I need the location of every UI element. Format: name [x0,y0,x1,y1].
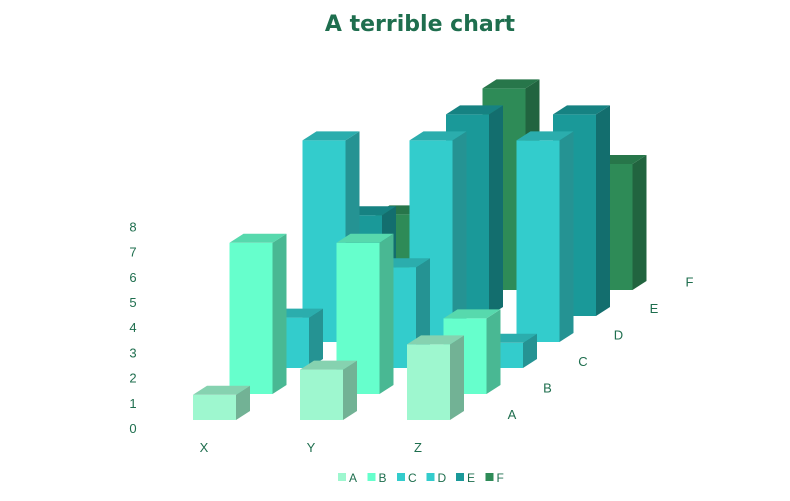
chart-title: A terrible chart [325,12,516,37]
legend-swatch [367,473,376,481]
legend-item-D: D [426,471,447,485]
legend-label: D [438,471,447,485]
legend-label: F [497,471,504,485]
depth-axis-ticks: A B C D E F [508,275,694,423]
y-tick-label: 1 [129,396,136,411]
y-tick-label: 7 [129,245,136,260]
y-tick-label: 6 [129,270,136,285]
bar-A-X [193,385,250,420]
legend-label: E [467,471,475,485]
bar-D-Z [516,131,574,342]
bars-group [193,79,647,420]
bar-A-Z [407,335,464,420]
legend-label: A [349,471,357,485]
y-tick-label: 2 [129,371,136,386]
x-tick-label: Y [307,440,316,455]
legend-item-A: A [338,471,357,485]
depth-tick-label: A [508,407,517,422]
y-tick-label: 4 [129,320,136,335]
legend-label: C [408,471,417,485]
y-axis-ticks: 0 1 2 3 4 5 6 7 8 [129,219,136,436]
legend-item-C: C [397,471,417,485]
y-tick-label: 3 [129,345,136,360]
depth-tick-label: C [578,354,587,369]
bar-B-X [229,233,287,394]
depth-tick-label: F [686,275,694,290]
legend-swatch [397,473,405,481]
y-tick-label: 5 [129,295,136,310]
bar-A-Y [300,360,357,420]
x-tick-label: Z [414,440,422,455]
legend-item-F: F [485,471,504,485]
depth-tick-label: E [650,301,659,316]
legend-swatch [485,473,494,481]
legend-item-E: E [456,471,475,485]
y-tick-label: 0 [129,421,136,436]
legend-item-B: B [367,471,387,485]
legend-swatch [426,473,435,481]
legend-swatch [456,473,464,481]
legend-label: B [379,471,387,485]
y-tick-label: 8 [129,219,136,234]
depth-tick-label: B [543,381,552,396]
legend: A B C D E F [338,471,504,485]
legend-swatch [338,473,346,481]
x-axis-ticks: X Y Z [200,440,422,455]
depth-tick-label: D [614,328,623,343]
bar-B-Z [443,309,501,394]
x-tick-label: X [200,440,209,455]
